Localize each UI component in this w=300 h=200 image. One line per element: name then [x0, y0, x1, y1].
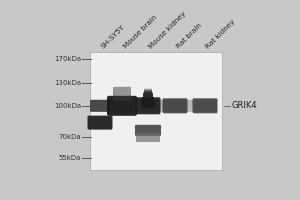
Text: Mouse brain: Mouse brain: [122, 14, 158, 50]
Bar: [142, 98, 154, 103]
Bar: [145, 87, 152, 92]
FancyBboxPatch shape: [136, 97, 160, 114]
Bar: [142, 96, 154, 101]
Bar: [141, 102, 154, 107]
Bar: [143, 92, 152, 97]
Bar: [141, 102, 155, 107]
Bar: [144, 89, 152, 94]
Bar: [141, 102, 155, 107]
FancyBboxPatch shape: [193, 98, 217, 113]
Bar: [144, 88, 152, 93]
Bar: [143, 95, 153, 100]
Text: Rat kidney: Rat kidney: [205, 19, 236, 50]
FancyBboxPatch shape: [88, 116, 112, 130]
FancyBboxPatch shape: [90, 100, 110, 112]
Text: GRIK4: GRIK4: [231, 101, 256, 110]
Bar: [144, 90, 152, 95]
FancyBboxPatch shape: [90, 100, 217, 112]
Text: 70kDa: 70kDa: [58, 134, 81, 140]
Bar: [143, 93, 153, 98]
Text: 55kDa: 55kDa: [58, 155, 81, 161]
Bar: [143, 93, 153, 98]
Bar: [142, 97, 154, 102]
Bar: [143, 92, 153, 97]
Bar: [143, 94, 153, 99]
Text: 100kDa: 100kDa: [54, 103, 81, 109]
Bar: [143, 93, 153, 98]
Bar: [142, 100, 154, 105]
Bar: [141, 103, 155, 108]
Bar: [144, 89, 152, 94]
Bar: [144, 90, 152, 95]
Text: Rat brain: Rat brain: [175, 23, 202, 50]
Bar: [142, 101, 154, 106]
Bar: [142, 96, 153, 101]
Bar: [143, 95, 153, 100]
Text: 170kDa: 170kDa: [54, 56, 81, 62]
Bar: [142, 98, 154, 103]
FancyBboxPatch shape: [163, 98, 188, 113]
Bar: [90, 52, 222, 170]
Bar: [141, 101, 154, 106]
Text: 130kDa: 130kDa: [54, 80, 81, 86]
Bar: [144, 91, 152, 96]
Bar: [142, 97, 154, 102]
Bar: [144, 88, 152, 93]
Bar: [141, 103, 155, 108]
Bar: [144, 91, 152, 96]
Bar: [144, 91, 152, 96]
FancyBboxPatch shape: [135, 125, 161, 136]
FancyBboxPatch shape: [136, 133, 160, 142]
Text: SH-SY5Y: SH-SY5Y: [100, 24, 126, 50]
Bar: [143, 96, 153, 101]
Bar: [144, 89, 152, 94]
FancyBboxPatch shape: [107, 96, 137, 116]
Bar: [142, 99, 154, 104]
Bar: [142, 100, 154, 105]
Bar: [143, 94, 153, 99]
Text: Mouse kidney: Mouse kidney: [148, 10, 188, 50]
Bar: [142, 98, 154, 103]
FancyBboxPatch shape: [113, 87, 131, 101]
Bar: [142, 99, 154, 104]
Bar: [142, 100, 154, 105]
